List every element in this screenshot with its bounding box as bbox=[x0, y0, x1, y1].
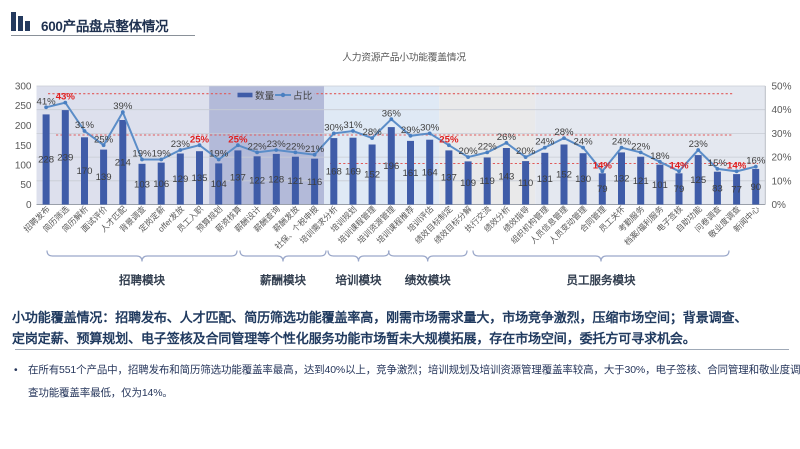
svg-text:19%: 19% bbox=[209, 149, 229, 160]
svg-text:168: 168 bbox=[326, 167, 342, 178]
svg-text:31%: 31% bbox=[343, 120, 363, 131]
svg-text:161: 161 bbox=[402, 168, 418, 179]
svg-text:20%: 20% bbox=[458, 146, 478, 157]
svg-text:24%: 24% bbox=[573, 137, 593, 148]
svg-text:43%: 43% bbox=[56, 92, 76, 103]
svg-text:152: 152 bbox=[364, 170, 380, 181]
svg-text:170: 170 bbox=[76, 166, 92, 177]
svg-text:23%: 23% bbox=[267, 139, 287, 150]
svg-text:36%: 36% bbox=[382, 108, 402, 119]
svg-text:77: 77 bbox=[731, 185, 742, 196]
svg-text:22%: 22% bbox=[631, 142, 651, 153]
svg-text:28%: 28% bbox=[554, 127, 574, 138]
svg-text:0%: 0% bbox=[772, 200, 787, 211]
svg-text:130: 130 bbox=[575, 174, 591, 185]
svg-text:106: 106 bbox=[153, 179, 169, 190]
svg-text:116: 116 bbox=[307, 177, 322, 188]
svg-text:招聘模块: 招聘模块 bbox=[119, 273, 165, 287]
svg-text:300: 300 bbox=[15, 82, 32, 93]
svg-text:79: 79 bbox=[597, 184, 608, 195]
svg-text:150: 150 bbox=[15, 141, 32, 152]
svg-text:128: 128 bbox=[268, 174, 284, 185]
svg-text:15%: 15% bbox=[708, 158, 728, 169]
svg-text:214: 214 bbox=[115, 157, 132, 168]
svg-text:26%: 26% bbox=[497, 132, 517, 143]
svg-text:23%: 23% bbox=[171, 139, 191, 150]
svg-text:数量: 数量 bbox=[255, 90, 275, 102]
svg-text:20%: 20% bbox=[516, 146, 536, 157]
svg-text:119: 119 bbox=[480, 176, 495, 187]
svg-text:薪酬模块: 薪酬模块 bbox=[260, 273, 306, 287]
svg-text:0: 0 bbox=[26, 200, 32, 211]
svg-text:50: 50 bbox=[20, 180, 32, 191]
svg-text:129: 129 bbox=[172, 174, 188, 185]
svg-text:19%: 19% bbox=[152, 149, 172, 160]
svg-text:109: 109 bbox=[460, 178, 476, 189]
svg-text:25%: 25% bbox=[439, 134, 459, 145]
svg-text:占比: 占比 bbox=[293, 90, 313, 102]
svg-text:152: 152 bbox=[556, 170, 572, 181]
svg-text:22%: 22% bbox=[286, 142, 306, 153]
svg-text:100: 100 bbox=[15, 161, 32, 172]
svg-text:14%: 14% bbox=[727, 160, 747, 171]
svg-text:人力资源产品小功能覆盖情况: 人力资源产品小功能覆盖情况 bbox=[342, 51, 466, 64]
svg-text:50%: 50% bbox=[772, 82, 792, 93]
svg-text:125: 125 bbox=[690, 175, 706, 186]
svg-text:19%: 19% bbox=[132, 149, 152, 160]
svg-text:25%: 25% bbox=[228, 134, 248, 145]
svg-text:164: 164 bbox=[422, 167, 439, 178]
svg-text:25%: 25% bbox=[190, 134, 210, 145]
svg-text:103: 103 bbox=[134, 179, 150, 190]
svg-text:131: 131 bbox=[537, 174, 553, 185]
svg-text:83: 83 bbox=[712, 183, 723, 194]
svg-text:培训模块: 培训模块 bbox=[336, 273, 382, 287]
svg-text:40%: 40% bbox=[772, 105, 792, 116]
svg-text:25%: 25% bbox=[94, 134, 114, 145]
svg-text:28%: 28% bbox=[362, 127, 382, 138]
svg-text:18%: 18% bbox=[650, 151, 670, 162]
svg-text:30%: 30% bbox=[324, 123, 344, 134]
svg-text:31%: 31% bbox=[75, 120, 95, 131]
svg-text:250: 250 bbox=[15, 101, 32, 112]
svg-text:21%: 21% bbox=[305, 144, 325, 155]
svg-text:10%: 10% bbox=[772, 176, 792, 187]
svg-text:132: 132 bbox=[613, 174, 629, 185]
svg-text:14%: 14% bbox=[669, 160, 689, 171]
svg-text:16%: 16% bbox=[746, 156, 766, 167]
svg-text:22%: 22% bbox=[247, 142, 267, 153]
svg-text:110: 110 bbox=[518, 178, 533, 189]
svg-text:135: 135 bbox=[191, 173, 207, 184]
svg-text:22%: 22% bbox=[478, 142, 498, 153]
svg-text:员工服务模块: 员工服务模块 bbox=[567, 273, 636, 287]
svg-text:30%: 30% bbox=[420, 123, 440, 134]
svg-text:196: 196 bbox=[383, 161, 399, 172]
svg-text:228: 228 bbox=[38, 155, 54, 166]
svg-text:23%: 23% bbox=[689, 139, 709, 150]
svg-text:90: 90 bbox=[750, 182, 761, 193]
svg-text:139: 139 bbox=[96, 172, 112, 183]
svg-text:24%: 24% bbox=[612, 137, 632, 148]
svg-text:24%: 24% bbox=[535, 137, 555, 148]
svg-text:121: 121 bbox=[287, 176, 303, 187]
svg-text:121: 121 bbox=[633, 176, 649, 187]
svg-text:104: 104 bbox=[211, 179, 228, 190]
svg-text:143: 143 bbox=[498, 172, 514, 183]
svg-text:30%: 30% bbox=[772, 129, 792, 140]
svg-text:14%: 14% bbox=[593, 160, 613, 171]
svg-text:41%: 41% bbox=[36, 96, 56, 107]
svg-text:122: 122 bbox=[249, 176, 265, 187]
svg-text:绩效模块: 绩效模块 bbox=[405, 273, 451, 287]
svg-text:29%: 29% bbox=[401, 125, 421, 136]
svg-text:39%: 39% bbox=[113, 101, 133, 112]
svg-text:239: 239 bbox=[57, 153, 73, 164]
svg-text:101: 101 bbox=[652, 180, 668, 191]
svg-text:137: 137 bbox=[230, 173, 246, 184]
svg-text:20%: 20% bbox=[772, 153, 792, 164]
svg-text:200: 200 bbox=[15, 121, 32, 132]
svg-text:137: 137 bbox=[441, 173, 457, 184]
svg-text:169: 169 bbox=[345, 166, 361, 177]
svg-text:79: 79 bbox=[674, 184, 685, 195]
